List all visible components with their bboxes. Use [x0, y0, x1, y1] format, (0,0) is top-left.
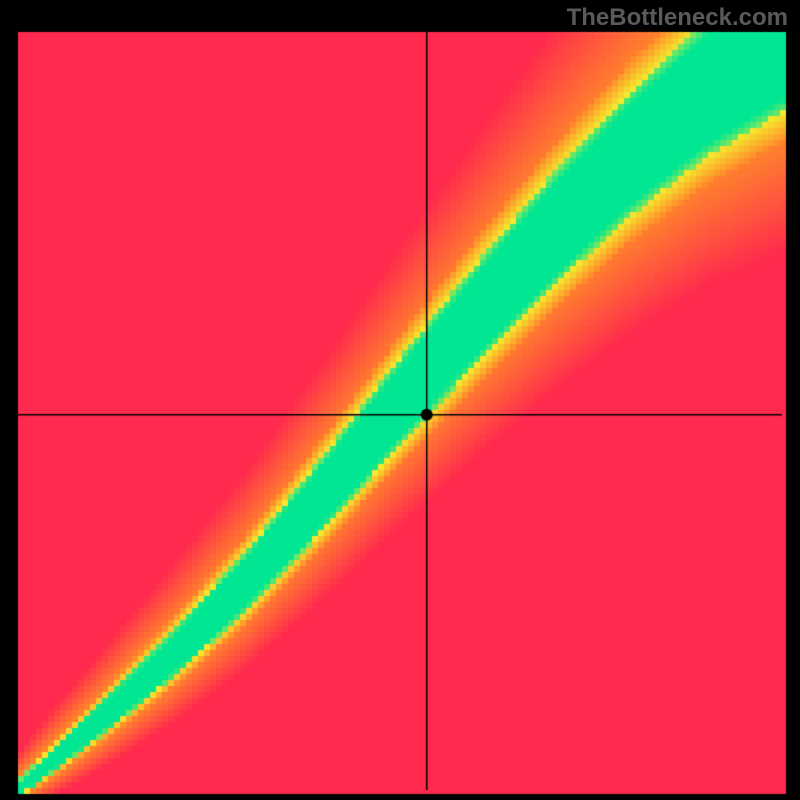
watermark-text: TheBottleneck.com [567, 4, 788, 32]
chart-container: TheBottleneck.com [0, 0, 800, 800]
bottleneck-heatmap [0, 0, 800, 800]
